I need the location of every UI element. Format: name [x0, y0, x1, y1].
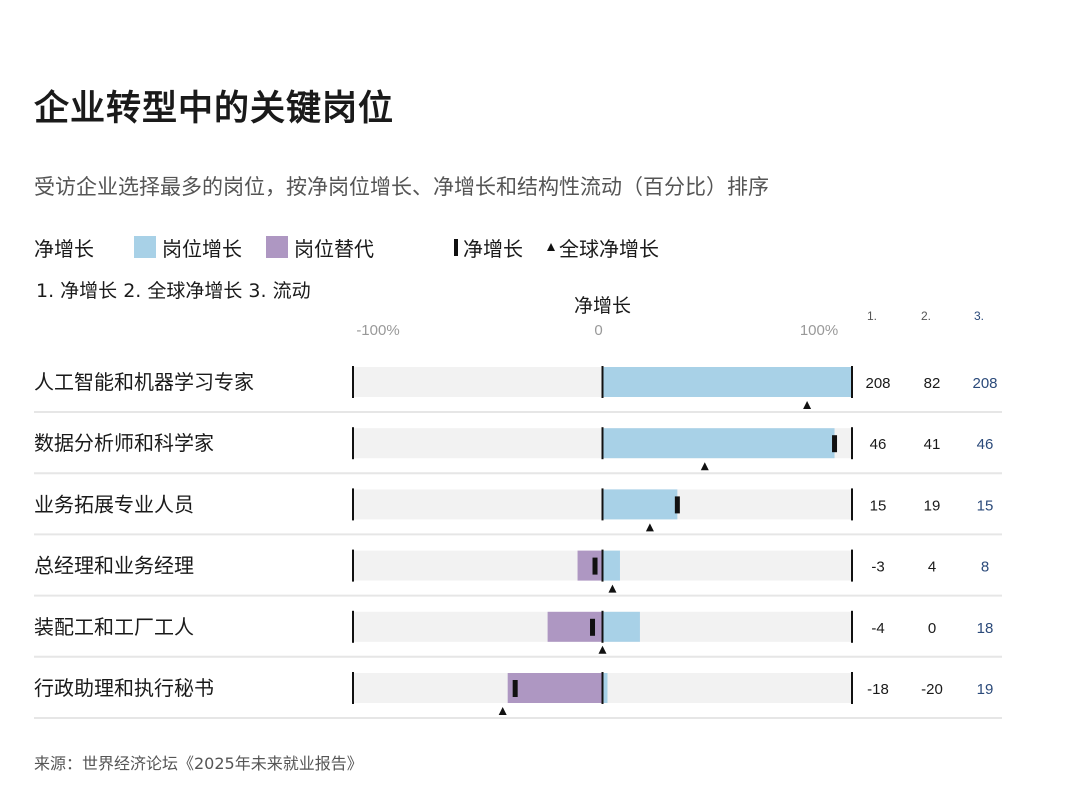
displacement-bar: [577, 550, 603, 581]
global-net-growth-value: 0: [928, 620, 936, 637]
displacement-bar: [507, 673, 603, 703]
net-growth-marker: [832, 435, 838, 453]
churn-value: 18: [977, 620, 994, 637]
growth-bar: [602, 611, 640, 642]
net-growth-value: -4: [871, 620, 884, 637]
column-header: 2.: [921, 309, 931, 323]
legend: 净增长 岗位增长 岗位替代 净增长 全球净增长: [34, 233, 683, 261]
net-growth-marker: [592, 557, 598, 575]
legend-item-global: 全球净增长: [547, 233, 659, 262]
legend-swatch-displacement: [266, 236, 288, 258]
category-label: 人工智能和机器学习专家: [34, 371, 254, 394]
x-tick-label: 0: [594, 322, 602, 339]
growth-bar: [602, 428, 835, 459]
net-growth-value: -3: [871, 559, 884, 576]
global-net-growth-value: 19: [924, 497, 941, 514]
growth-bar: [602, 489, 678, 520]
legend-label-displacement: 岗位替代: [294, 236, 374, 261]
legend-item-growth: 岗位增长: [134, 233, 242, 262]
global-net-marker: [700, 462, 709, 471]
global-net-marker: [598, 645, 607, 654]
churn-value: 46: [977, 436, 994, 453]
category-label: 数据分析师和科学家: [34, 432, 214, 455]
column-header: 1.: [867, 309, 877, 323]
legend-item-displacement: 岗位替代: [266, 233, 374, 262]
net-growth-value: 46: [870, 436, 887, 453]
growth-bar: [602, 673, 608, 703]
net-growth-value: -18: [867, 681, 889, 698]
legend-label-net: 净增长: [463, 236, 523, 261]
net-growth-marker: [512, 680, 518, 697]
global-net-growth-value: 82: [924, 375, 941, 392]
net-tick-icon: [454, 238, 458, 256]
net-growth-marker: [590, 618, 596, 636]
churn-value: 15: [977, 497, 994, 514]
growth-bar: [602, 367, 852, 397]
legend-label-growth: 岗位增长: [162, 236, 242, 261]
chart-subtitle: 受访企业选择最多的岗位，按净岗位增长、净增长和结构性流动（百分比）排序: [34, 175, 769, 199]
axis-title: 净增长: [574, 295, 631, 317]
category-label: 装配工和工厂工人: [34, 616, 194, 639]
global-net-growth-value: -20: [921, 681, 943, 698]
x-tick-label: -100%: [356, 322, 399, 339]
legend-group-label: 净增长: [34, 233, 94, 262]
global-net-growth-value: 41: [924, 436, 941, 453]
x-tick-label: 100%: [800, 322, 838, 339]
legend-label-global: 全球净增长: [559, 236, 659, 261]
net-growth-value: 208: [865, 375, 890, 392]
global-net-marker: [498, 707, 507, 715]
net-growth-marker: [674, 496, 680, 514]
legend-item-net: 净增长: [454, 233, 523, 262]
global-net-marker: [608, 584, 617, 593]
chart-canvas: 净增长 -100% 0 100% 1. 2. 3. 人工智能和机器学习专家 208 82 208 数据…: [34, 295, 1002, 719]
global-net-marker: [645, 523, 654, 532]
column-header: 3.: [974, 309, 984, 323]
growth-bar: [602, 550, 620, 581]
legend-swatch-growth: [134, 236, 156, 258]
churn-value: 208: [972, 375, 997, 392]
category-label: 业务拓展专业人员: [34, 493, 194, 516]
source-note: 来源：世界经济论坛《2025年未来就业报告》: [34, 754, 363, 773]
triangle-icon: [547, 243, 555, 251]
global-net-growth-value: 4: [928, 559, 936, 576]
category-label: 总经理和业务经理: [34, 555, 194, 578]
global-net-marker: [803, 401, 812, 409]
churn-value: 8: [981, 559, 989, 576]
column-legend: 1. 净增长 2. 全球净增长 3. 流动: [36, 280, 311, 302]
legend-group-label-text: 净增长: [34, 236, 94, 261]
churn-value: 19: [977, 681, 994, 698]
chart-title: 企业转型中的关键岗位: [34, 89, 395, 129]
net-growth-value: 15: [870, 497, 887, 514]
category-label: 行政助理和执行秘书: [34, 677, 214, 700]
